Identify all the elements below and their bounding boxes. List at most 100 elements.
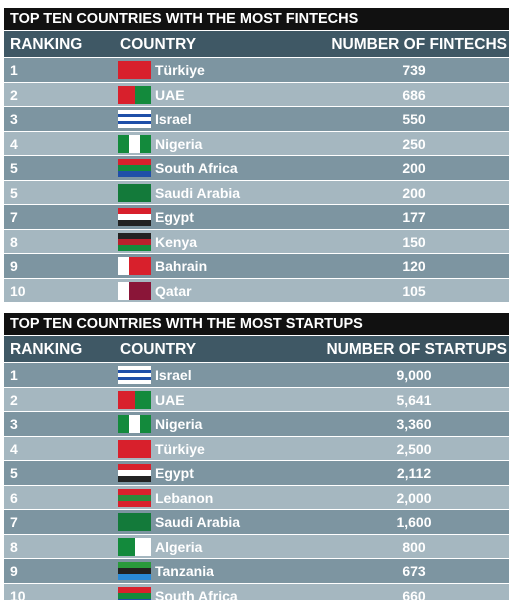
country-cell: Egypt [155, 465, 194, 481]
rank-cell: 9 [10, 563, 18, 579]
count-cell: 660 [402, 587, 426, 600]
table-title: TOP TEN COUNTRIES WITH THE MOST FINTECHS [4, 8, 509, 30]
table-row: 10 Qatar 105 [4, 277, 509, 302]
table-row: 5 South Africa 200 [4, 155, 509, 180]
table-row: 7 Saudi Arabia 1,600 [4, 509, 509, 534]
table-row: 3 Nigeria 3,360 [4, 411, 509, 436]
rank-cell: 2 [10, 391, 18, 408]
flag-icon [118, 281, 151, 300]
rank-cell: 10 [10, 587, 26, 600]
flag-icon [118, 464, 151, 482]
country-cell: Nigeria [155, 416, 203, 432]
table-row: 8 Algeria 800 [4, 533, 509, 558]
header-cell: NUMBER OF FINTECHS [331, 36, 507, 53]
count-cell: 686 [402, 86, 426, 103]
table-row: 8 Kenya 150 [4, 228, 509, 253]
rank-cell: 3 [10, 111, 18, 127]
country-cell: Lebanon [155, 489, 214, 506]
table-row: 10 South Africa 660 [4, 582, 509, 600]
count-cell: 2,112 [396, 465, 432, 481]
rank-cell: 5 [10, 160, 18, 176]
header-cell: RANKING [10, 36, 83, 53]
count-cell: 9,000 [396, 367, 432, 383]
country-cell: Tanzania [155, 563, 214, 579]
flag-icon [118, 390, 151, 409]
flag-icon [118, 488, 151, 507]
header-cell: COUNTRY [120, 341, 197, 358]
count-cell: 2,500 [396, 440, 432, 457]
rank-cell: 5 [10, 465, 18, 481]
flag-icon [118, 110, 151, 128]
count-cell: 550 [402, 111, 426, 127]
rank-cell: 1 [10, 367, 18, 383]
flag-icon [118, 439, 151, 458]
country-cell: UAE [155, 391, 185, 408]
flag-icon [118, 183, 151, 202]
country-cell: South Africa [155, 587, 238, 600]
country-cell: Israel [155, 111, 192, 127]
table-row: 9 Bahrain 120 [4, 253, 509, 278]
count-cell: 673 [402, 563, 426, 579]
header-row: RANKING COUNTRY NUMBER OF STARTUPS [4, 335, 509, 362]
table-row: 1 Türkiye 739 [4, 57, 509, 82]
table-row: 3 Israel 550 [4, 106, 509, 131]
flag-icon [118, 208, 151, 226]
count-cell: 120 [402, 258, 426, 274]
table-row: 5 Egypt 2,112 [4, 460, 509, 485]
flag-icon [118, 513, 151, 531]
rank-cell: 1 [10, 62, 18, 78]
table-title: TOP TEN COUNTRIES WITH THE MOST STARTUPS [4, 313, 509, 335]
country-cell: Bahrain [155, 258, 208, 274]
country-cell: Algeria [155, 538, 203, 555]
header-row: RANKING COUNTRY NUMBER OF FINTECHS [4, 30, 509, 57]
count-cell: 250 [402, 135, 426, 152]
count-cell: 200 [402, 184, 426, 201]
flag-icon [118, 562, 151, 580]
count-cell: 177 [402, 209, 426, 225]
rank-cell: 6 [10, 489, 18, 506]
rank-cell: 8 [10, 538, 18, 555]
table-row: 4 Nigeria 250 [4, 130, 509, 155]
rank-cell: 3 [10, 416, 18, 432]
table-row: 9 Tanzania 673 [4, 558, 509, 583]
flag-icon [118, 415, 151, 433]
country-cell: Qatar [155, 282, 192, 299]
count-cell: 2,000 [396, 489, 432, 506]
country-cell: Saudi Arabia [155, 514, 241, 530]
header-cell: COUNTRY [120, 36, 197, 53]
rank-cell: 8 [10, 233, 18, 250]
count-cell: 1,600 [396, 514, 432, 530]
table-row: 2 UAE 686 [4, 81, 509, 106]
header-cell: NUMBER OF STARTUPS [326, 341, 507, 358]
flag-icon [118, 232, 151, 251]
count-cell: 800 [402, 538, 426, 555]
country-cell: Saudi Arabia [155, 184, 241, 201]
country-cell: Türkiye [155, 440, 205, 457]
country-cell: South Africa [155, 160, 238, 176]
count-cell: 105 [402, 282, 426, 299]
rank-cell: 4 [10, 135, 18, 152]
count-cell: 5,641 [396, 391, 432, 408]
country-cell: Nigeria [155, 135, 203, 152]
count-cell: 739 [402, 62, 426, 78]
table-row: 4 Türkiye 2,500 [4, 435, 509, 460]
count-cell: 150 [402, 233, 426, 250]
count-cell: 3,360 [396, 416, 432, 432]
flag-icon [118, 586, 151, 600]
rank-cell: 7 [10, 514, 18, 530]
rank-cell: 4 [10, 440, 18, 457]
header-cell: RANKING [10, 341, 83, 358]
table-row: 1 Israel 9,000 [4, 362, 509, 387]
flag-icon [118, 537, 151, 556]
table: TOP TEN COUNTRIES WITH THE MOST FINTECHS… [4, 8, 509, 302]
country-cell: Türkiye [155, 62, 205, 78]
country-cell: Israel [155, 367, 192, 383]
table-row: 7 Egypt 177 [4, 204, 509, 229]
rank-cell: 9 [10, 258, 18, 274]
flag-icon [118, 257, 151, 275]
flag-icon [118, 85, 151, 104]
country-cell: Egypt [155, 209, 194, 225]
table-row: 2 UAE 5,641 [4, 386, 509, 411]
flag-icon [118, 366, 151, 384]
